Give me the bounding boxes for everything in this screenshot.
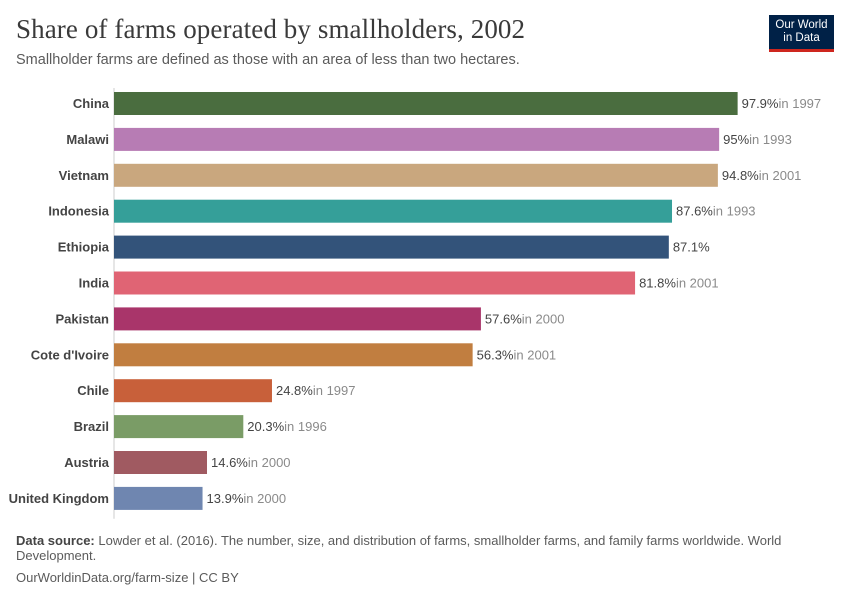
chart-subtitle: Smallholder farms are defined as those w… bbox=[16, 52, 520, 68]
bar[interactable] bbox=[114, 235, 669, 259]
bar[interactable] bbox=[114, 163, 718, 187]
value-label: 13.9%in 2000 bbox=[207, 491, 287, 506]
category-label: Chile bbox=[77, 383, 109, 398]
data-source-label: Data source: bbox=[16, 533, 95, 548]
category-label: China bbox=[73, 96, 110, 111]
value-label: 56.3%in 2001 bbox=[477, 347, 557, 362]
value-label: 95%in 1993 bbox=[723, 132, 792, 147]
bar[interactable] bbox=[114, 486, 203, 510]
logo-line-2: in Data bbox=[783, 32, 820, 44]
category-label: Austria bbox=[64, 455, 110, 470]
value-label: 14.6%in 2000 bbox=[211, 455, 291, 470]
bar[interactable] bbox=[114, 343, 473, 367]
category-label: Indonesia bbox=[48, 204, 109, 219]
chart-title: Share of farms operated by smallholders,… bbox=[16, 14, 526, 44]
value-label: 94.8%in 2001 bbox=[722, 168, 802, 183]
owid-logo[interactable]: Our World in Data bbox=[769, 15, 834, 52]
data-source-note: Data source: Lowder et al. (2016). The n… bbox=[16, 533, 806, 563]
bar[interactable] bbox=[114, 127, 720, 151]
category-label: Cote d'Ivoire bbox=[31, 347, 109, 362]
bar[interactable] bbox=[114, 271, 636, 295]
value-label: 97.9%in 1997 bbox=[742, 96, 822, 111]
category-label: Malawi bbox=[66, 132, 109, 147]
value-label: 87.6%in 1993 bbox=[676, 204, 756, 219]
logo-line-1: Our World bbox=[775, 19, 828, 31]
value-label: 20.3%in 1996 bbox=[247, 419, 327, 434]
bar-chart: China 97.9%in 1997 Malawi 95%in 1993 Vietnam… bbox=[9, 88, 822, 519]
bar[interactable] bbox=[114, 307, 481, 331]
category-label: India bbox=[79, 276, 110, 291]
category-label: Brazil bbox=[74, 419, 109, 434]
value-label: 81.8%in 2001 bbox=[639, 276, 719, 291]
value-label: 57.6%in 2000 bbox=[485, 311, 565, 326]
value-label: 24.8%in 1997 bbox=[276, 383, 356, 398]
category-label: United Kingdom bbox=[9, 491, 109, 506]
bar[interactable] bbox=[114, 199, 673, 223]
category-label: Ethiopia bbox=[58, 240, 110, 255]
category-label: Vietnam bbox=[59, 168, 109, 183]
url-license[interactable]: OurWorldinData.org/farm-size | CC BY bbox=[16, 570, 239, 585]
category-label: Pakistan bbox=[56, 311, 110, 326]
bar[interactable] bbox=[114, 92, 738, 115]
value-label: 87.1% bbox=[673, 240, 710, 255]
bar[interactable] bbox=[114, 379, 272, 403]
bar[interactable] bbox=[114, 451, 208, 474]
bar[interactable] bbox=[114, 415, 244, 439]
data-source-text: Lowder et al. (2016). The number, size, … bbox=[16, 533, 782, 563]
